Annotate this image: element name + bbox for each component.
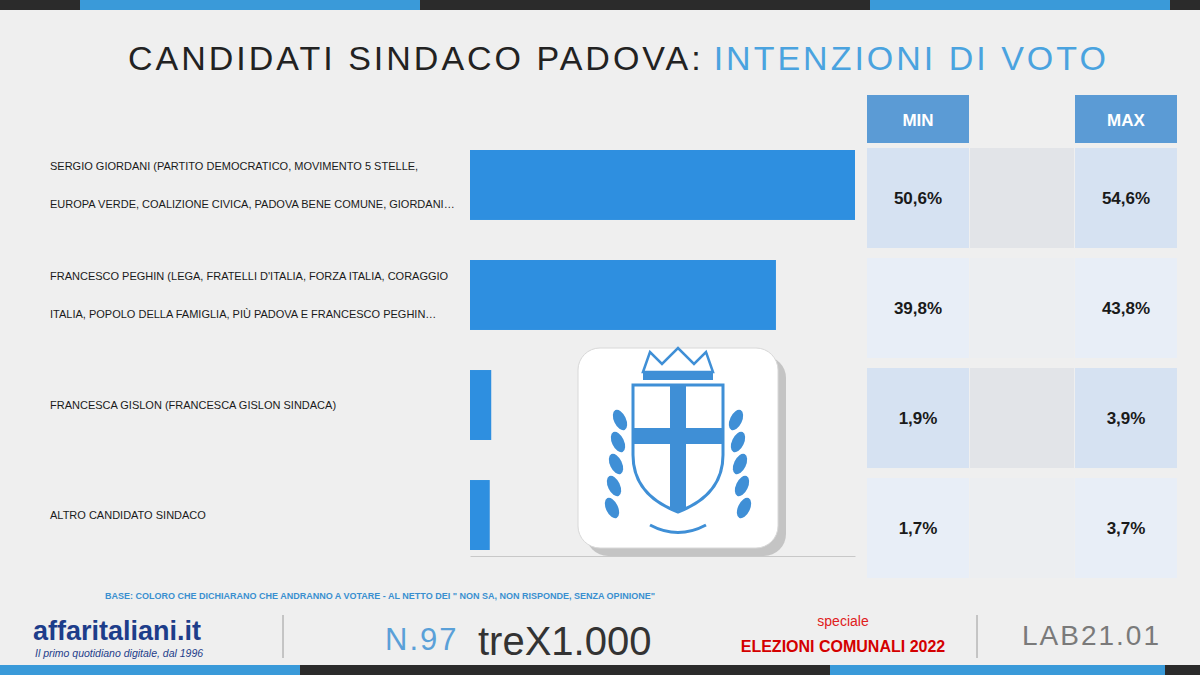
table-value: 3,7% — [1107, 519, 1146, 538]
table-header-cell — [1075, 95, 1177, 143]
bottom-strip-accent — [830, 665, 1165, 675]
lab-logo: LAB21.01 — [1022, 620, 1161, 651]
special-label: speciale — [817, 613, 869, 629]
table-cell — [1075, 258, 1177, 358]
bar — [470, 480, 490, 550]
table-value: 54,6% — [1102, 189, 1150, 208]
emblem — [578, 348, 786, 556]
table-header: MIN — [902, 111, 933, 130]
title: CANDIDATI SINDACO PADOVA: INTENZIONI DI V… — [128, 39, 1109, 77]
top-strip-accent — [870, 0, 1170, 10]
table-spacer-cell — [970, 478, 1074, 578]
table-value: 39,8% — [894, 299, 942, 318]
bottom-strip — [0, 665, 1200, 675]
bottom-strip-accent — [0, 665, 300, 675]
bar — [470, 150, 855, 220]
category-label: FRANCESCA GISLON (FRANCESCA GISLON SINDA… — [50, 399, 336, 411]
top-strip-accent — [80, 0, 420, 10]
separator — [283, 615, 284, 658]
table-spacer-cell — [970, 368, 1074, 468]
bar — [470, 260, 776, 330]
top-strip — [0, 0, 1200, 10]
issue-number: N.97 — [385, 622, 458, 657]
title-main: CANDIDATI SINDACO PADOVA: — [128, 39, 704, 77]
table-cell — [1075, 148, 1177, 248]
event-label: ELEZIONI COMUNALI 2022 — [741, 638, 946, 655]
table-cell — [1075, 368, 1177, 468]
table-cell — [867, 148, 969, 248]
title-sub: INTENZIONI DI VOTO — [714, 39, 1109, 77]
bar — [470, 370, 491, 440]
separator — [977, 615, 978, 658]
x-axis — [471, 556, 856, 557]
table-spacer-cell — [970, 148, 1074, 248]
table-value: 3,9% — [1107, 409, 1146, 428]
category-label: SERGIO GIORDANI (PARTITO DEMOCRATICO, MO… — [50, 160, 455, 210]
table-value: 43,8% — [1102, 299, 1150, 318]
background — [0, 0, 1200, 675]
table-header-cell — [867, 95, 969, 143]
chart-root: CANDIDATI SINDACO PADOVA: INTENZIONI DI V… — [0, 0, 1200, 675]
bars — [470, 150, 855, 550]
table-cell — [867, 368, 969, 468]
category-label: FRANCESCO PEGHIN (LEGA, FRATELLI D'ITALI… — [50, 270, 449, 320]
table-spacer-cell — [970, 258, 1074, 358]
brand: affaritaliani.it — [33, 616, 201, 646]
category-label: ALTRO CANDIDATO SINDACO — [50, 509, 206, 521]
footer-note: BASE: COLORO CHE DICHIARANO CHE ANDRANNO… — [105, 591, 655, 601]
partner-logo: treX1.000 — [478, 619, 651, 663]
table-cell — [1075, 478, 1177, 578]
table-value: 1,9% — [899, 409, 938, 428]
table-value: 50,6% — [894, 189, 942, 208]
brand-tagline: Il primo quotidiano digitale, dal 1996 — [35, 647, 203, 659]
table-cell — [867, 478, 969, 578]
table: MIN MAX 50,6% 54,6% 39,8% 43,8% 1,9% 3,9% 1,7% 3,… — [867, 95, 1177, 578]
x-axis-line — [471, 556, 856, 557]
table-value: 1,7% — [899, 519, 938, 538]
table-cell — [867, 258, 969, 358]
table-header: MAX — [1107, 111, 1145, 130]
